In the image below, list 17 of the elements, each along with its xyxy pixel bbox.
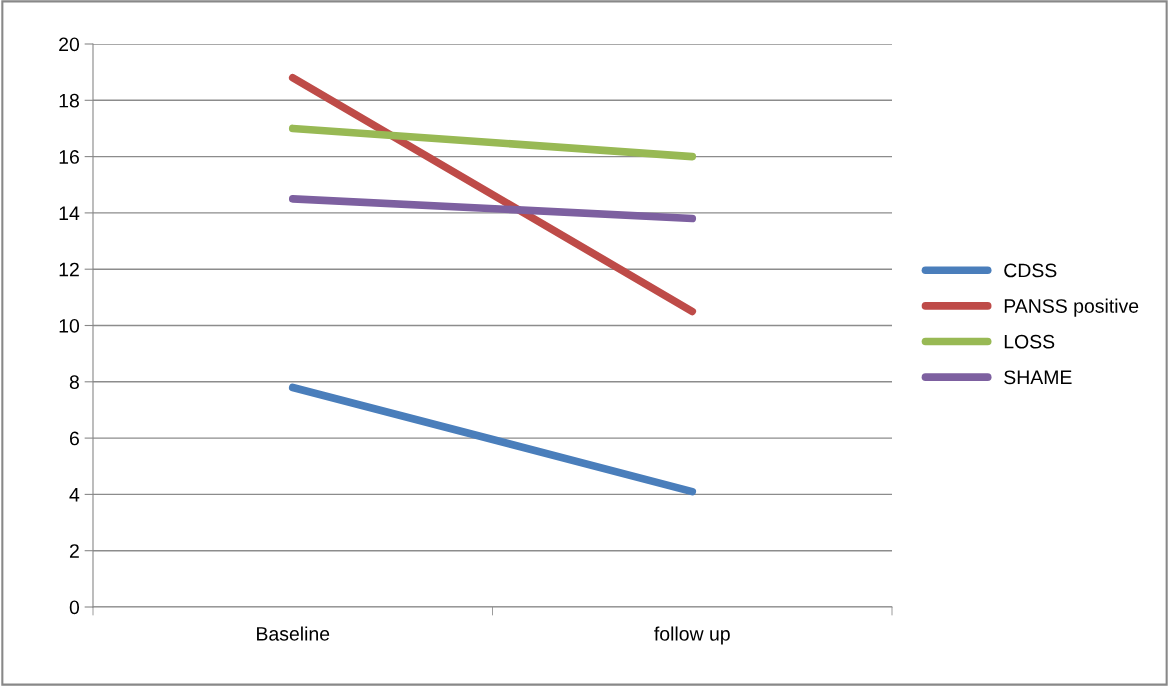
y-tick-label: 0: [69, 600, 80, 615]
legend-label: CDSS: [1004, 263, 1057, 278]
y-tick-label: 20: [59, 37, 80, 52]
y-tick-label: 6: [69, 431, 79, 446]
y-tick-label: 10: [59, 318, 80, 333]
y-tick-label: 14: [59, 206, 80, 220]
legend-label: PANSS positive: [1004, 298, 1139, 317]
legend-label: LOSS: [1004, 334, 1055, 349]
y-tick-label: 16: [59, 150, 79, 164]
y-tick-label: 12: [59, 262, 79, 277]
legend-label: SHAME: [1004, 370, 1072, 385]
y-tick-label: 2: [69, 544, 79, 558]
x-tick-label: follow up: [654, 626, 730, 645]
y-tick-label: 4: [69, 488, 80, 502]
y-tick-label: 18: [59, 93, 79, 108]
y-tick-label: 8: [69, 375, 79, 390]
x-tick-label: Baseline: [257, 626, 330, 641]
